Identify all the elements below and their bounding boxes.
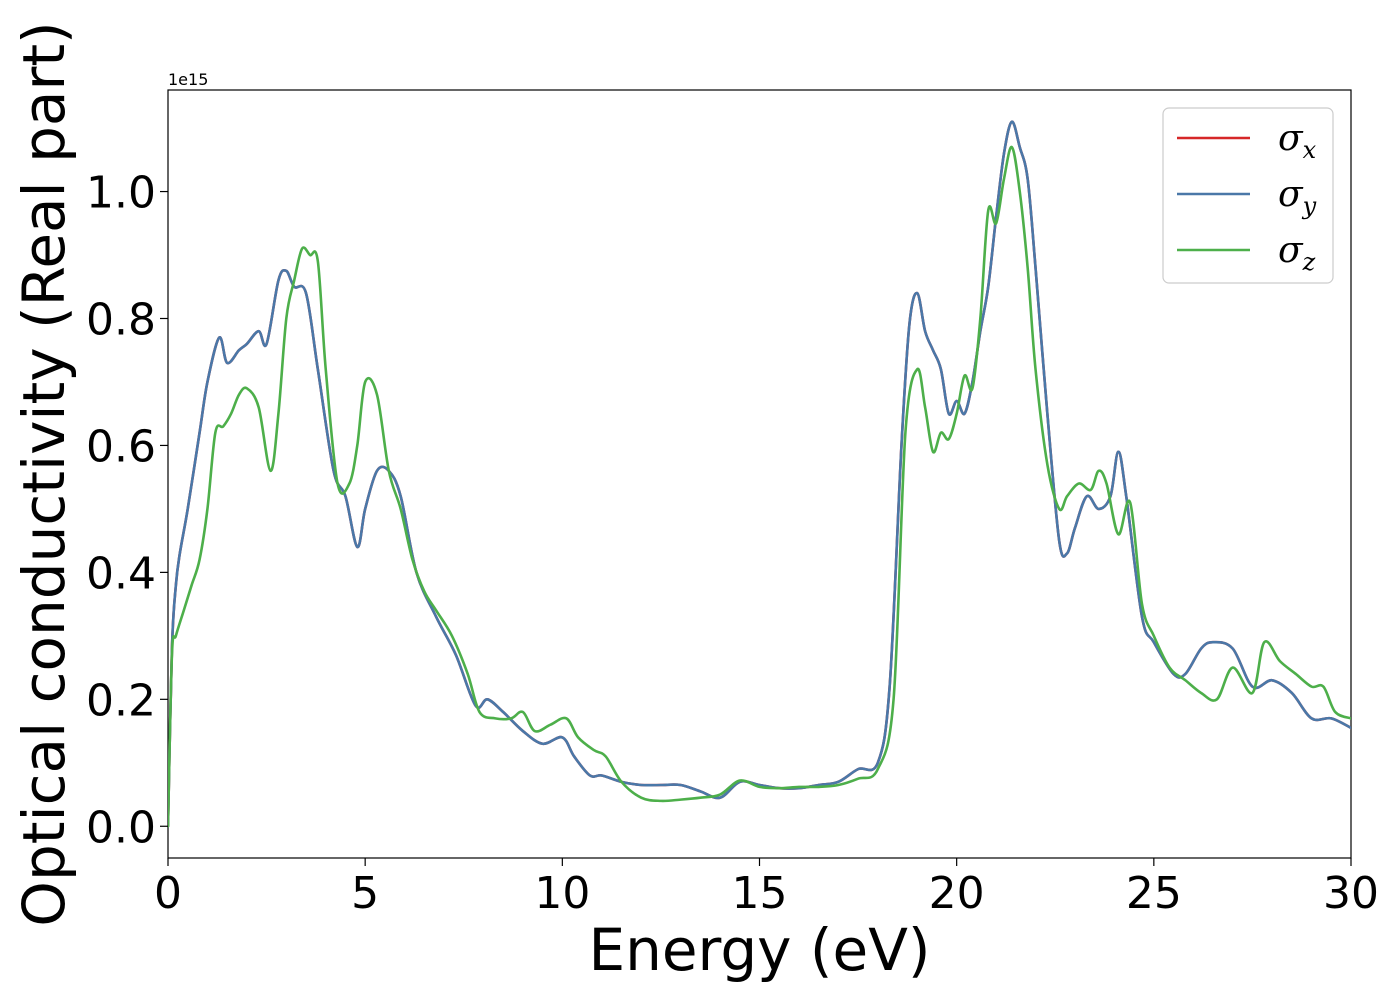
legend-label-sigma-z: σz xyxy=(1278,230,1316,276)
y-axis-title: Optical conductivity (Real part) xyxy=(10,21,78,926)
x-tick-label: 30 xyxy=(1323,868,1379,919)
y-tick-label: 0.4 xyxy=(86,548,156,599)
legend-label-sigma-x: σx xyxy=(1278,118,1317,164)
x-tick-label: 5 xyxy=(351,868,379,919)
y-tick-label: 0.6 xyxy=(86,421,156,472)
y-tick-label: 0.0 xyxy=(86,802,156,853)
y-axis-ticks: 0.0 0.2 0.4 0.6 0.8 1.0 xyxy=(86,168,168,853)
series-line-sigma-z xyxy=(168,145,1351,828)
x-tick-label: 20 xyxy=(929,868,985,919)
x-tick-label: 25 xyxy=(1126,868,1182,919)
x-axis-ticks: 0 5 10 15 20 25 30 xyxy=(154,858,1379,919)
x-tick-label: 15 xyxy=(732,868,788,919)
plot-area xyxy=(167,89,1352,859)
x-tick-label: 0 xyxy=(154,868,182,919)
x-axis-title: Energy (eV) xyxy=(588,916,930,984)
y-tick-label: 1.0 xyxy=(86,168,156,219)
legend-frame xyxy=(1162,107,1334,284)
y-tick-label: 0.8 xyxy=(86,294,156,345)
y-offset-label: 1e15 xyxy=(168,70,208,89)
x-tick-label: 10 xyxy=(534,868,590,919)
y-tick-label: 0.2 xyxy=(86,675,156,726)
legend: σx σy σz xyxy=(1162,107,1334,284)
series-layer xyxy=(168,120,1351,828)
legend-label-sigma-y: σy xyxy=(1278,174,1317,220)
